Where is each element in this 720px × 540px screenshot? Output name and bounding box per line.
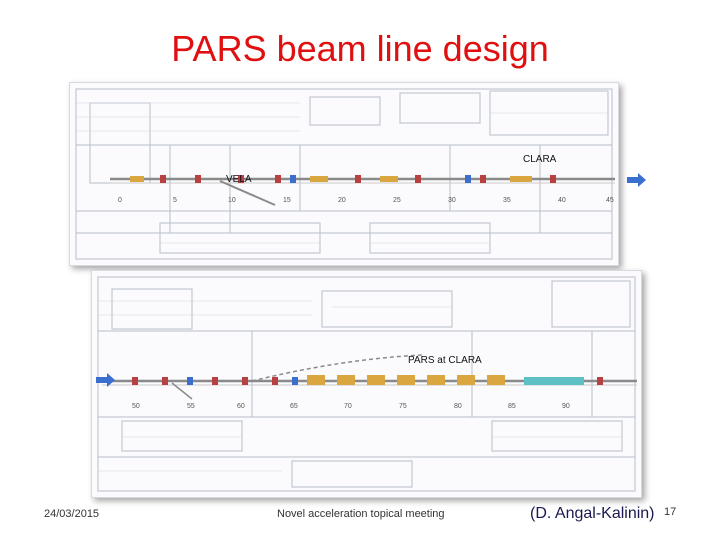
bottom-floorplan: PARS at CLARA 50 55 60 65 70 75 80 85 90 [91,270,642,498]
right-arrow-icon [627,173,646,187]
footer-event: Novel acceleration topical meeting [277,508,445,520]
scale-tick: 60 [237,403,245,410]
scale-tick: 70 [344,403,352,410]
top-floorplan-drawing [75,88,615,260]
footer-date: 24/03/2015 [44,508,100,520]
vela-label: VELA [226,174,252,185]
scale-tick: 85 [508,403,516,410]
scale-tick: 20 [338,197,346,204]
scale-tick: 75 [399,403,407,410]
scale-tick: 50 [132,403,140,410]
scale-tick: 80 [454,403,462,410]
scale-tick: 40 [558,197,566,204]
scale-tick: 0 [118,197,122,204]
scale-tick: 90 [562,403,570,410]
scale-tick: 35 [503,197,511,204]
bottom-floorplan-drawing [97,276,637,492]
scale-tick: 45 [606,197,614,204]
scale-tick: 65 [290,403,298,410]
top-floorplan: VELA CLARA 0 5 10 15 20 25 30 35 40 45 [69,82,619,266]
page-number: 17 [664,506,677,518]
footer-author: (D. Angal-Kalinin) [530,505,655,522]
right-arrow-icon [96,373,115,387]
scale-tick: 30 [448,197,456,204]
scale-tick: 15 [283,197,291,204]
scale-tick: 10 [228,197,236,204]
scale-tick: 25 [393,197,401,204]
slide-title: PARS beam line design [171,28,549,69]
scale-tick: 55 [187,403,195,410]
top-scale: 0 5 10 15 20 25 30 35 40 45 [118,197,618,209]
bottom-scale: 50 55 60 65 70 75 80 85 90 [132,403,632,415]
clara-label: CLARA [523,154,557,165]
pars-label: PARS at CLARA [408,355,482,366]
scale-tick: 5 [173,197,177,204]
